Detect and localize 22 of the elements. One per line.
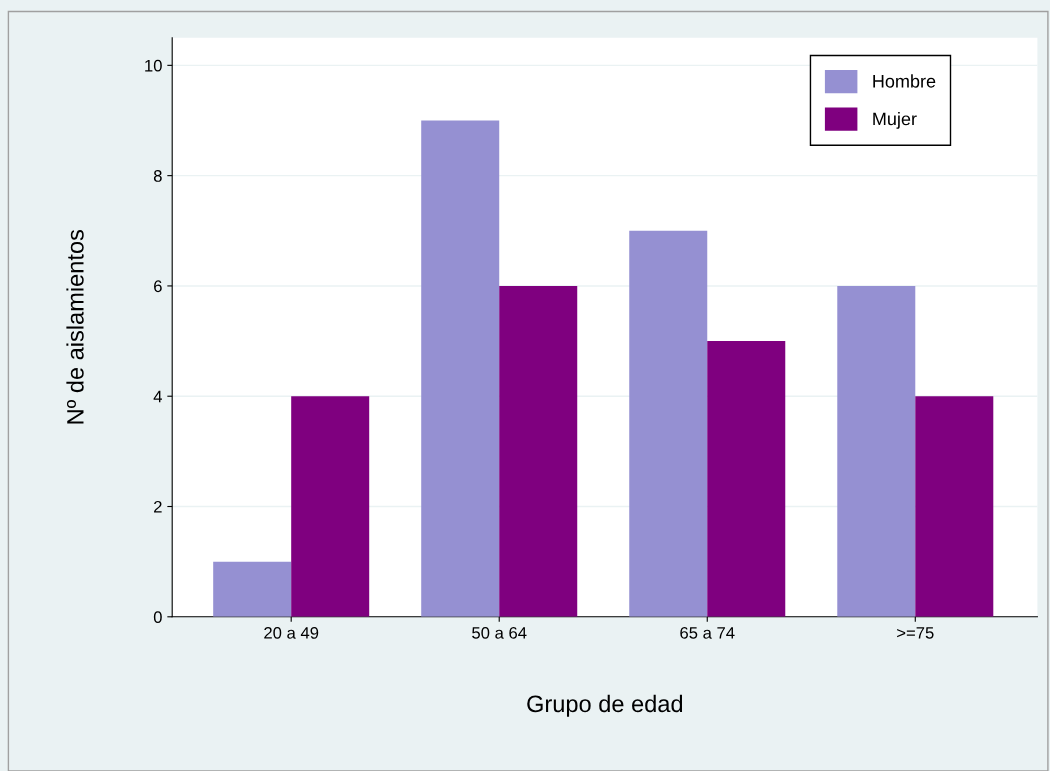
x-axis-title: Grupo de edad: [527, 694, 683, 717]
x-tick-label: 65 a 74: [680, 626, 735, 639]
bar: [837, 285, 916, 617]
y-tick-label: 8: [153, 170, 162, 182]
x-tick-label: 20 a 49: [264, 626, 319, 639]
bar: [421, 120, 500, 617]
y-axis-title: Nº de aislamientos: [66, 229, 84, 424]
x-tick-label: >=75: [897, 627, 934, 639]
legend-label: Hombre: [873, 74, 936, 88]
x-tick-label: 50 a 64: [472, 626, 527, 639]
y-tick-label: 0: [153, 611, 162, 623]
bar: [915, 396, 994, 617]
y-tick-label: 4: [153, 390, 162, 403]
bar: [291, 396, 370, 617]
bar: [213, 561, 292, 617]
y-tick-label: 2: [154, 500, 162, 513]
bar: [707, 341, 786, 617]
y-tick-label: 6: [154, 280, 162, 293]
bar: [499, 285, 578, 617]
bar: [629, 230, 708, 617]
y-tick-label: 10: [145, 59, 162, 72]
legend-label: Mujer: [873, 112, 917, 129]
